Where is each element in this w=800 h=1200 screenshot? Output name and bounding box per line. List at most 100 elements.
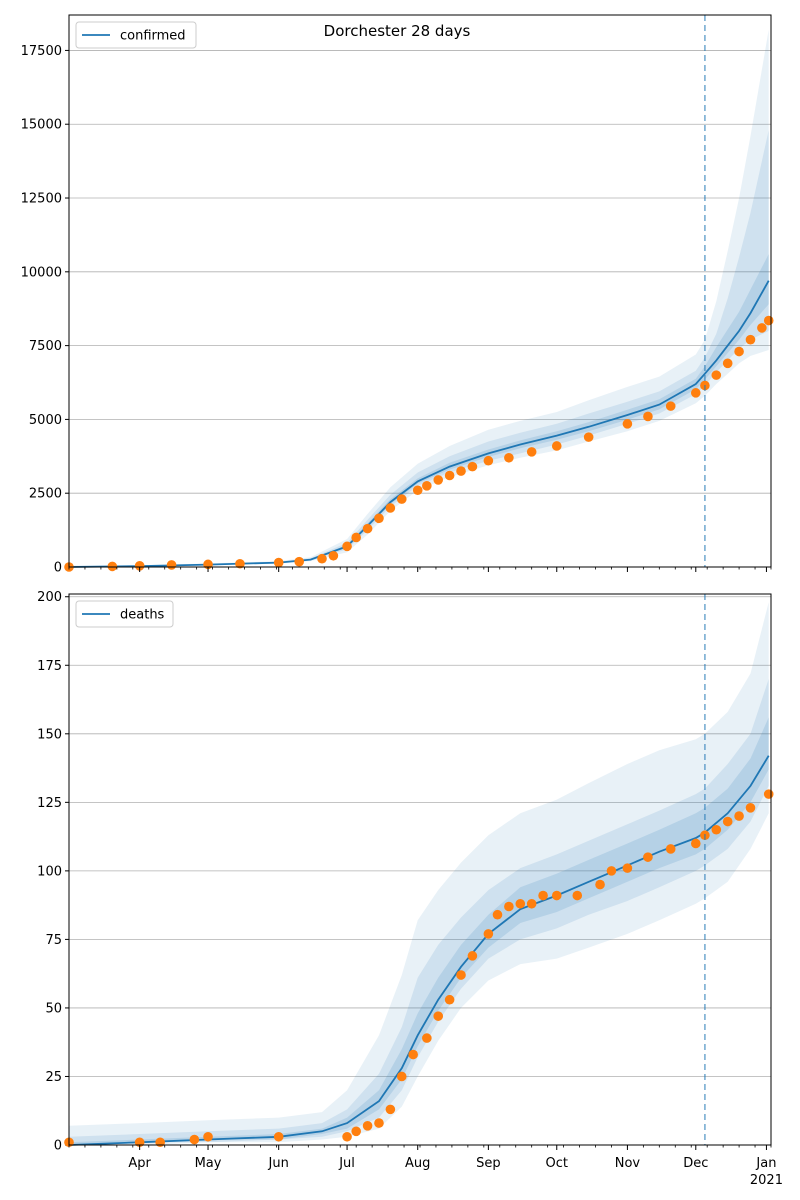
y-tick-label: 0	[54, 561, 62, 576]
observed-point	[583, 432, 594, 442]
observed-point	[483, 455, 494, 466]
observed-point	[538, 890, 548, 901]
observed-point	[385, 1104, 396, 1115]
x-tick-label: Sep	[476, 1156, 501, 1171]
legend-label: confirmed	[120, 29, 186, 44]
observed-point	[606, 866, 617, 876]
y-tick-label: 100	[37, 864, 62, 879]
observed-point	[433, 475, 444, 485]
observed-point	[643, 852, 653, 862]
x-tick-label: Dec	[683, 1156, 708, 1171]
observed-point	[711, 824, 722, 835]
uncertainty-band-inner	[69, 254, 769, 567]
observed-point	[342, 1131, 352, 1142]
observed-point	[665, 401, 676, 411]
observed-point	[734, 811, 744, 821]
observed-point	[166, 560, 177, 570]
observed-point	[492, 909, 503, 920]
observed-point	[351, 1126, 361, 1137]
observed-point	[317, 553, 327, 564]
observed-point	[745, 803, 756, 813]
observed-point	[342, 541, 352, 552]
x-tick-label: Oct	[546, 1156, 568, 1171]
y-tick-label: 2500	[29, 487, 62, 502]
observed-point	[444, 470, 455, 481]
y-tick-label: 10000	[21, 265, 62, 280]
y-tick-label: 17500	[21, 44, 62, 59]
observed-point	[745, 334, 756, 345]
observed-point	[722, 358, 733, 369]
legend-label: deaths	[120, 608, 165, 623]
observed-point	[665, 844, 676, 854]
x-tick-label: Jun	[268, 1156, 289, 1171]
x-tick-label: Jul	[338, 1156, 355, 1171]
observed-point	[483, 929, 494, 939]
legend-box	[75, 21, 197, 49]
observed-point	[551, 441, 562, 451]
observed-point	[734, 346, 744, 357]
observed-point	[763, 789, 774, 799]
x-tick-label: Apr	[128, 1156, 151, 1171]
observed-point	[622, 419, 633, 429]
observed-point	[763, 315, 774, 326]
x-tick-label: Jan	[755, 1156, 776, 1171]
observed-point	[396, 494, 407, 504]
deaths-panel: 0 25 50 75 100 125 150 175 200 Apr May Jun Jul Aug Sep…	[37, 590, 783, 1188]
y-tick-label: 0	[54, 1139, 62, 1154]
observed-point	[412, 485, 423, 496]
observed-point	[551, 890, 562, 901]
observed-point	[374, 1118, 384, 1128]
observed-point	[273, 1131, 284, 1142]
observed-point	[722, 816, 733, 827]
y-tick-label: 200	[37, 590, 62, 605]
observed-point	[408, 1049, 418, 1060]
observed-point	[504, 452, 514, 463]
uncertainty-band-outer	[69, 29, 769, 568]
confirmed-panel: 0 2500 5000 7500 10000 12500 15000 17500 confirm…	[21, 14, 774, 576]
observed-point	[690, 838, 701, 849]
uncertainty-band-middle	[69, 130, 769, 567]
observed-point	[643, 411, 653, 422]
uncertainty-band-middle	[69, 679, 769, 1145]
observed-point	[385, 503, 396, 513]
observed-point	[444, 994, 455, 1005]
uncertainty-band-outer	[69, 602, 769, 1145]
observed-point	[467, 461, 478, 472]
observed-point	[456, 970, 466, 980]
observed-point	[504, 901, 514, 912]
y-tick-label: 50	[45, 1001, 62, 1016]
figure-title: Dorchester 28 days	[324, 22, 471, 40]
observed-point	[328, 550, 339, 561]
y-tick-label: 150	[37, 727, 62, 742]
observed-point	[362, 523, 373, 534]
x-tick-year-label: 2021	[750, 1173, 783, 1188]
y-tick-label: 175	[37, 659, 62, 674]
observed-point	[422, 1033, 432, 1043]
y-tick-label: 125	[37, 796, 62, 811]
model-line	[68, 280, 770, 568]
observed-point	[273, 557, 284, 568]
x-tick-label: Nov	[615, 1156, 641, 1171]
observed-point	[433, 1011, 444, 1021]
observed-point	[203, 1131, 213, 1142]
y-tick-label: 7500	[29, 339, 62, 354]
observed-point	[690, 388, 701, 398]
observed-point	[515, 898, 526, 909]
x-tick-label: Aug	[405, 1156, 430, 1171]
observed-point	[526, 898, 537, 909]
observed-point	[374, 513, 384, 524]
observed-point	[396, 1071, 407, 1082]
observed-point	[235, 558, 245, 569]
observed-point	[351, 532, 361, 543]
observed-point	[622, 863, 633, 873]
y-tick-label: 5000	[29, 413, 62, 428]
observed-point	[467, 951, 478, 961]
observed-point	[107, 561, 118, 572]
legend-box	[75, 600, 174, 628]
observed-point	[189, 1134, 200, 1145]
observed-point	[572, 890, 583, 901]
y-tick-label: 12500	[21, 192, 62, 207]
y-tick-label: 75	[45, 933, 62, 948]
observed-point	[294, 556, 305, 567]
